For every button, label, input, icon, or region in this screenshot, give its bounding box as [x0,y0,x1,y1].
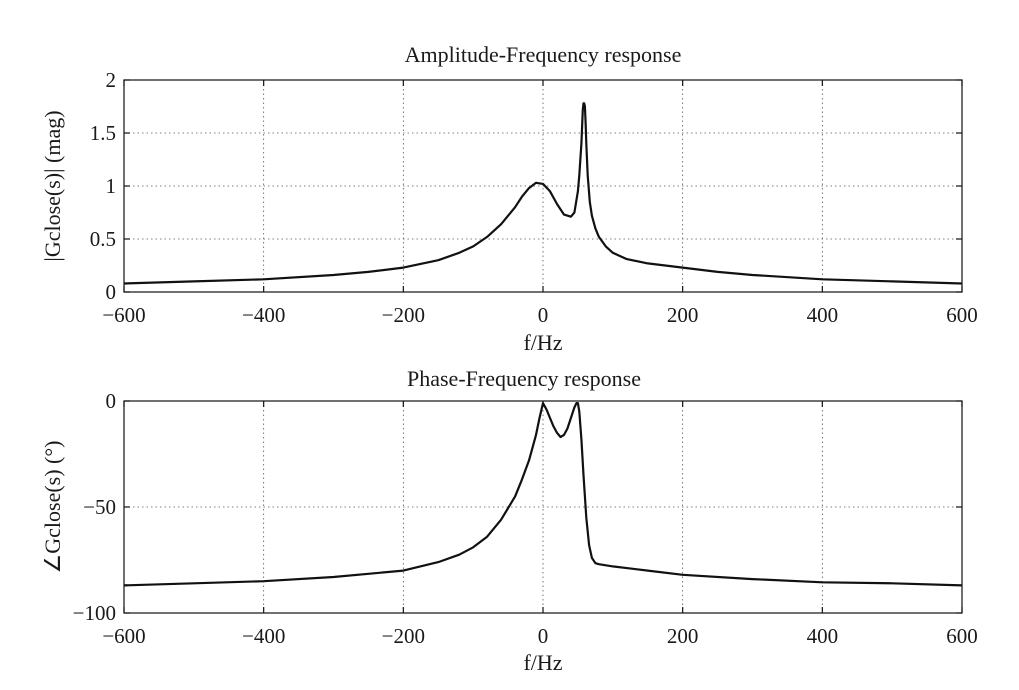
y-axis-label: ∠Gclose(s) (°) [40,441,65,574]
x-tick-label: −600 [102,624,145,648]
tick-marks [123,400,963,614]
chart-title: Amplitude-Frequency response [405,42,682,67]
chart-title: Phase-Frequency response [407,366,641,391]
x-tick-label: 0 [538,624,549,648]
tick-marks [123,79,963,293]
series-line [123,402,963,587]
x-tick-labels: −600 −400 −200 0 200 400 600 [102,624,977,648]
y-tick-labels: 0 −50 −100 [73,389,116,625]
y-tick-label: 1 [106,174,117,198]
response-curve [123,102,963,285]
x-tick-label: −400 [242,303,285,327]
x-axis-label: f/Hz [523,650,562,675]
x-tick-label: 600 [946,624,978,648]
x-tick-label: −200 [382,624,425,648]
x-tick-label: 0 [538,303,549,327]
y-tick-label: −100 [73,601,116,625]
y-tick-label: 2 [106,68,117,92]
response-curve [123,402,963,587]
y-tick-label: 0 [106,280,117,304]
y-tick-label: 1.5 [90,121,116,145]
x-tick-labels: −600 −400 −200 0 200 400 600 [102,303,977,327]
y-axis-label: |Gclose(s)| (mag) [40,110,65,261]
series-line [123,102,963,285]
x-tick-label: −200 [382,303,425,327]
y-tick-labels: 0 0.5 1 1.5 2 [90,68,116,304]
x-tick-label: 400 [807,624,839,648]
grid-lines [124,80,962,292]
x-tick-label: 400 [807,303,839,327]
y-tick-label: −50 [83,495,116,519]
x-tick-label: −400 [242,624,285,648]
y-tick-label: 0.5 [90,227,116,251]
x-tick-label: 200 [667,624,699,648]
x-tick-label: 200 [667,303,699,327]
x-tick-label: 600 [946,303,978,327]
phase-chart: Phase-Frequency response −600 −400 −200 … [40,366,978,675]
grid-lines [124,401,962,613]
x-axis-label: f/Hz [523,330,562,355]
y-tick-label: 0 [106,389,117,413]
amplitude-chart: Amplitude-Frequency response −600 −400 −… [40,42,978,355]
x-tick-label: −600 [102,303,145,327]
